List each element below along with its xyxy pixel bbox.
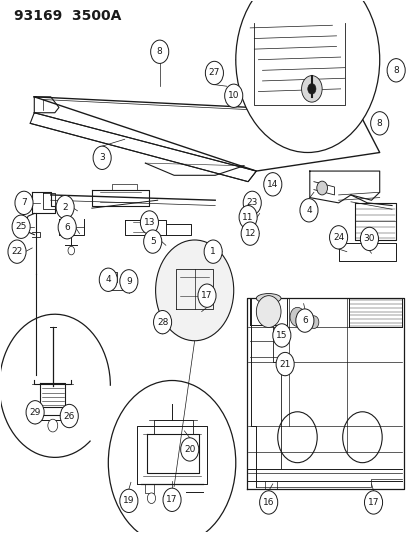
Text: 20: 20 — [184, 445, 195, 454]
Circle shape — [153, 311, 171, 334]
Circle shape — [150, 40, 169, 63]
Circle shape — [256, 296, 280, 327]
Circle shape — [8, 240, 26, 263]
Circle shape — [224, 84, 242, 108]
Circle shape — [307, 84, 315, 94]
Text: 14: 14 — [266, 180, 278, 189]
Circle shape — [370, 112, 388, 135]
Circle shape — [275, 352, 294, 376]
Circle shape — [119, 270, 138, 293]
Circle shape — [15, 191, 33, 215]
Circle shape — [26, 401, 44, 424]
Circle shape — [163, 488, 180, 512]
Text: 3: 3 — [99, 154, 105, 163]
Text: 2: 2 — [62, 203, 68, 212]
Circle shape — [56, 196, 74, 219]
Text: 30: 30 — [363, 235, 374, 244]
Circle shape — [242, 191, 261, 215]
Circle shape — [58, 216, 76, 239]
Circle shape — [48, 419, 57, 432]
Circle shape — [205, 61, 223, 85]
Text: 8: 8 — [392, 66, 398, 75]
Ellipse shape — [256, 294, 280, 303]
Text: 25: 25 — [15, 222, 27, 231]
Text: 8: 8 — [376, 119, 382, 128]
Circle shape — [386, 59, 404, 82]
Text: 21: 21 — [279, 360, 290, 368]
Circle shape — [259, 491, 277, 514]
Circle shape — [240, 222, 259, 245]
Circle shape — [308, 316, 318, 328]
Text: 12: 12 — [244, 229, 255, 238]
Circle shape — [93, 146, 111, 169]
Text: 27: 27 — [208, 68, 220, 77]
Circle shape — [272, 324, 290, 347]
Text: 1: 1 — [210, 247, 216, 256]
Circle shape — [359, 227, 377, 251]
Text: 17: 17 — [367, 498, 378, 507]
Circle shape — [238, 206, 256, 229]
Text: 11: 11 — [242, 213, 253, 222]
Circle shape — [99, 268, 117, 292]
Circle shape — [180, 438, 198, 461]
Text: 22: 22 — [12, 247, 23, 256]
Circle shape — [235, 0, 379, 152]
Circle shape — [197, 284, 216, 308]
Circle shape — [316, 181, 327, 195]
Circle shape — [290, 308, 304, 326]
Text: 4: 4 — [306, 206, 311, 215]
Text: 17: 17 — [166, 495, 177, 504]
Text: 23: 23 — [246, 198, 257, 207]
Circle shape — [299, 199, 317, 222]
Text: 26: 26 — [64, 411, 75, 421]
Circle shape — [329, 225, 347, 249]
Text: 7: 7 — [21, 198, 27, 207]
Text: 24: 24 — [332, 233, 343, 242]
Circle shape — [60, 405, 78, 427]
Text: 19: 19 — [123, 496, 134, 505]
Text: 9: 9 — [126, 277, 131, 286]
Text: 29: 29 — [29, 408, 41, 417]
Circle shape — [204, 240, 222, 263]
Circle shape — [68, 246, 74, 255]
Text: 4: 4 — [105, 275, 111, 284]
Text: 6: 6 — [301, 316, 307, 325]
Circle shape — [147, 493, 155, 504]
Text: 13: 13 — [143, 218, 155, 227]
Circle shape — [301, 76, 321, 102]
Text: 6: 6 — [64, 223, 70, 232]
Circle shape — [143, 230, 161, 253]
Circle shape — [140, 211, 158, 234]
Circle shape — [119, 489, 138, 513]
Text: 10: 10 — [228, 91, 239, 100]
Circle shape — [295, 309, 313, 332]
Circle shape — [363, 491, 382, 514]
Circle shape — [263, 173, 281, 196]
Text: 5: 5 — [150, 237, 155, 246]
Circle shape — [155, 240, 233, 341]
Text: 16: 16 — [262, 498, 274, 507]
Text: 93169  3500A: 93169 3500A — [14, 10, 121, 23]
Circle shape — [12, 215, 30, 238]
Text: 28: 28 — [157, 318, 168, 327]
Text: 8: 8 — [157, 47, 162, 56]
Text: 17: 17 — [201, 291, 212, 300]
Text: 15: 15 — [275, 331, 287, 340]
